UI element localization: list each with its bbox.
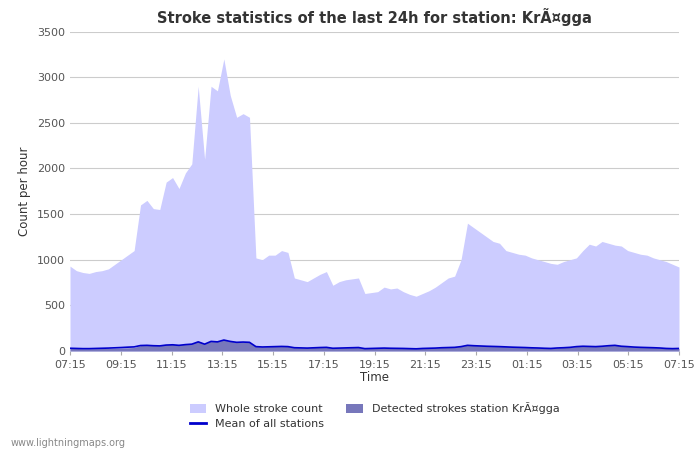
- Legend: Whole stroke count, Mean of all stations, Detected strokes station KrÃ¤gga: Whole stroke count, Mean of all stations…: [186, 398, 564, 434]
- Text: www.lightningmaps.org: www.lightningmaps.org: [10, 438, 125, 448]
- Y-axis label: Count per hour: Count per hour: [18, 147, 32, 236]
- Title: Stroke statistics of the last 24h for station: KrÃ¤gga: Stroke statistics of the last 24h for st…: [157, 8, 592, 26]
- X-axis label: Time: Time: [360, 371, 389, 384]
